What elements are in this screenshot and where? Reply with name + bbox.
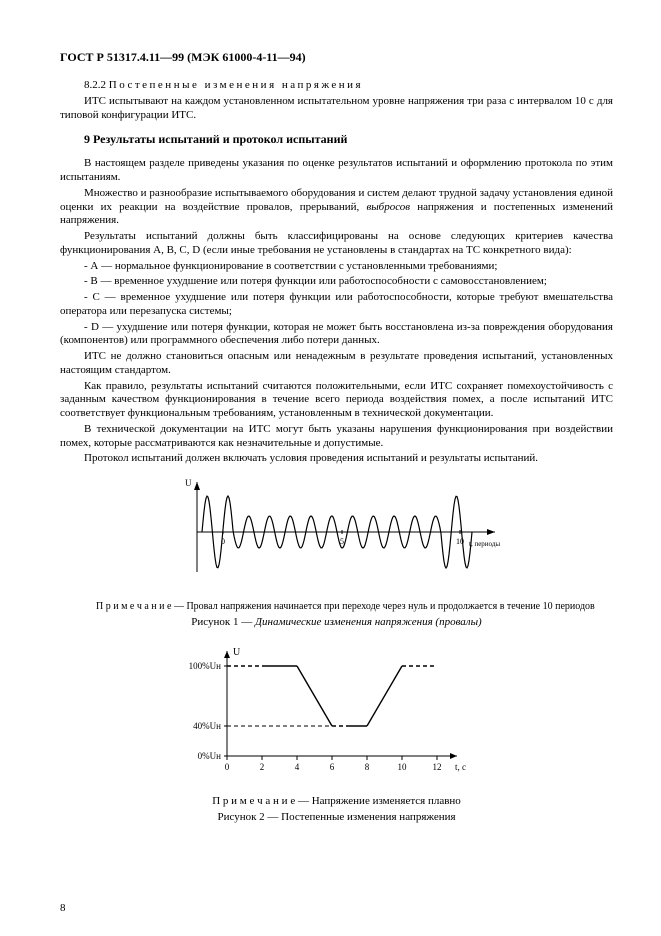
svg-text:U: U [233,647,241,658]
figure-1-note: П р и м е ч а н и е — Провал напряжения … [60,601,613,612]
paragraph: Множество и разнообразие испытываемого о… [60,187,613,228]
subsection-title: Постепенные изменения напряжения [109,79,363,91]
section-heading: 9 Результаты испытаний и протокол испыта… [84,132,613,147]
svg-text:0%Uн: 0%Uн [197,751,220,761]
figure-2: Ut, с 100%Uн 40%Uн 0%Uн 0 2 4 6 8 10 12 [60,636,613,791]
figure-1-caption: Рисунок 1 — Динамические изменения напря… [60,616,613,628]
subsection-number: 8.2.2 [84,79,106,91]
note-text: — Напряжение изменяется плавно [295,795,461,807]
svg-text:U: U [185,478,192,488]
list-item: - В — временное ухудшение или потеря фун… [60,275,613,289]
svg-text:2: 2 [259,762,264,772]
svg-text:10: 10 [397,762,407,772]
caption-prefix: Рисунок 1 — [191,616,255,628]
paragraph: Протокол испытаний должен включать услов… [60,452,613,466]
svg-text:12: 12 [432,762,441,772]
svg-text:6: 6 [329,762,334,772]
svg-text:0: 0 [221,537,225,546]
note-text: — Провал напряжения начинается при перех… [171,601,594,612]
figure-2-note: П р и м е ч а н и е — Напряжение изменяе… [60,795,613,807]
note-label: П р и м е ч а н и е [96,601,171,612]
list-item: - А — нормальное функционирование в соот… [60,260,613,274]
paragraph: ИТС не должно становиться опасным или не… [60,350,613,378]
list-item: - D — ухудшение или потеря функции, кото… [60,321,613,349]
svg-text:4: 4 [294,762,299,772]
svg-text:10: 10 [456,537,464,546]
paragraph: В настоящем разделе приведены указания п… [60,157,613,185]
svg-text:40%Uн: 40%Uн [193,721,221,731]
caption-italic: Динамические изменения напряжения (прова… [255,616,482,628]
figure-2-svg: Ut, с 100%Uн 40%Uн 0%Uн 0 2 4 6 8 10 12 [187,636,487,786]
document-page: ГОСТ Р 51317.4.11—99 (МЭК 61000-4-11—94)… [0,0,661,936]
figure-1: Ut, периоды 0 5 10 [60,472,613,597]
document-header: ГОСТ Р 51317.4.11—99 (МЭК 61000-4-11—94) [60,50,613,65]
svg-text:100%Uн: 100%Uн [188,661,220,671]
figure-1-svg: Ut, периоды 0 5 10 [167,472,507,592]
note-label: П р и м е ч а н и е [212,795,295,807]
section-title-text: Результаты испытаний и протокол испытани… [93,132,347,146]
paragraph: ИТС испытывают на каждом установленном и… [60,95,613,123]
list-item: - С — временное ухудшение или потеря фун… [60,291,613,319]
page-number: 8 [60,902,66,914]
svg-text:0: 0 [224,762,229,772]
svg-text:t, периоды: t, периоды [469,540,500,548]
svg-text:t, с: t, с [455,762,466,772]
paragraph: Как правило, результаты испытаний считаю… [60,380,613,421]
text-italic: выбросов [366,201,410,213]
figure-2-caption: Рисунок 2 — Постепенные изменения напряж… [60,811,613,823]
section-number: 9 [84,132,90,146]
paragraph: Результаты испытаний должны быть классиф… [60,230,613,258]
svg-text:5: 5 [340,537,344,546]
subsection-heading: 8.2.2 Постепенные изменения напряжения [60,79,613,93]
svg-text:8: 8 [364,762,369,772]
paragraph: В технической документации на ИТС могут … [60,423,613,451]
